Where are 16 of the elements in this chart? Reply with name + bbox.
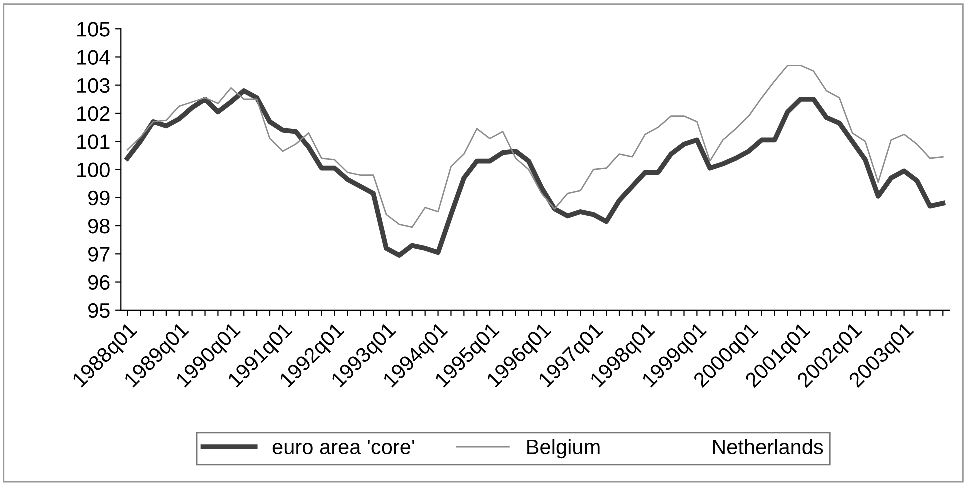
y-tick-label: 97 [88, 247, 110, 262]
y-tick-label: 101 [78, 134, 110, 150]
legend-label: euro area 'core' [272, 440, 414, 455]
y-tick-label: 98 [88, 219, 110, 234]
line-series [125, 88, 946, 258]
y-tick-label: 104 [78, 50, 110, 65]
y-tick-label: 105 [78, 22, 110, 37]
y-tick-label: 102 [78, 106, 110, 122]
text: Netherlands [713, 439, 824, 455]
line-series [126, 64, 944, 228]
y-tick-label: 103 [78, 78, 110, 94]
y-tick-label: 95 [88, 303, 110, 318]
y-tick-label: 96 [88, 275, 110, 290]
legend-label: Belgium [528, 439, 600, 459]
y-tick-label: 100 [78, 162, 110, 178]
y-tick-label: 99 [88, 190, 110, 206]
